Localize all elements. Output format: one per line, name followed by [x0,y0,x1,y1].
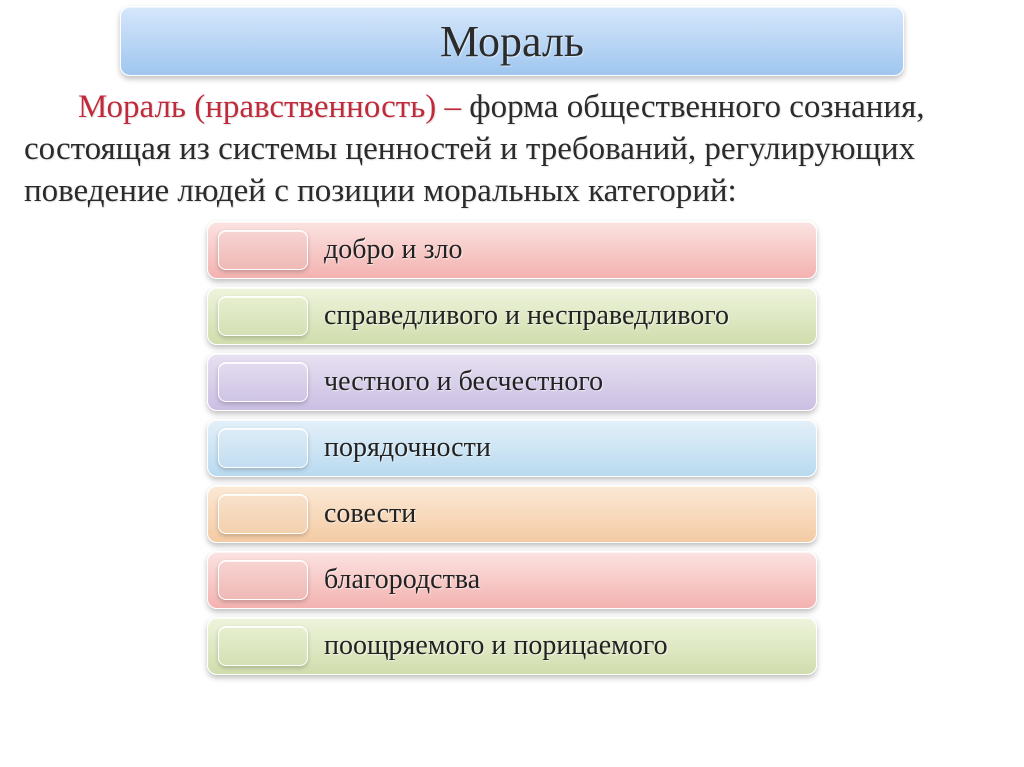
list-item: благородства [207,551,817,609]
list-item-swatch [218,296,308,336]
list-item: поощряемого и порицаемого [207,617,817,675]
list-item: честного и бесчестного [207,353,817,411]
list-item-label: совести [324,498,416,530]
title-banner: Мораль [120,6,904,76]
list-item-swatch [218,362,308,402]
categories-list: добро и зло справедливого и несправедливо… [207,221,817,675]
list-item-label: добро и зло [324,234,463,266]
list-item-swatch [218,494,308,534]
list-item-swatch [218,560,308,600]
list-item: совести [207,485,817,543]
definition-term: Мораль (нравственность) – [24,89,469,125]
list-item-label: честного и бесчестного [324,366,603,398]
list-item-swatch [218,428,308,468]
list-item: справедливого и несправедливого [207,287,817,345]
list-item-label: справедливого и несправедливого [324,300,729,332]
page-title: Мораль [440,16,584,67]
list-item-swatch [218,626,308,666]
list-item-label: порядочности [324,432,491,464]
list-item: добро и зло [207,221,817,279]
list-item-label: благородства [324,564,480,596]
definition-paragraph: Мораль (нравственность) – форма обществе… [24,86,1000,213]
list-item-swatch [218,230,308,270]
list-item: порядочности [207,419,817,477]
list-item-label: поощряемого и порицаемого [324,630,668,662]
